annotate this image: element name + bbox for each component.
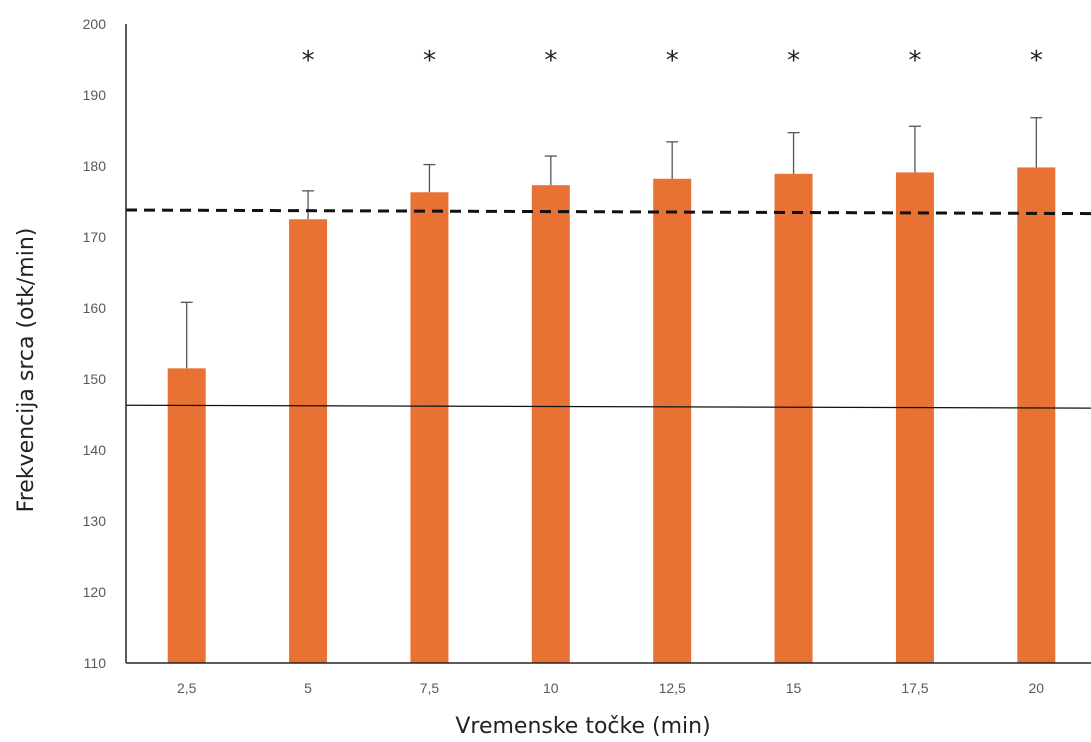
x-tick-label: 15 [786,680,802,696]
significance-marker: * [423,46,436,76]
solid-reference-line [126,405,1091,408]
y-tick-label: 110 [84,655,107,671]
y-tick-label: 160 [83,300,107,316]
x-tick-label: 20 [1029,680,1045,696]
significance-marker: * [666,46,679,76]
significance-marker: * [787,46,800,76]
y-tick-label: 190 [83,87,107,103]
bar [775,174,813,663]
reference-lines-layer [126,210,1091,408]
bar [532,185,570,663]
bar [410,192,448,663]
x-tick-label: 17,5 [901,680,928,696]
bar [896,172,934,663]
y-tick-label: 130 [83,513,107,529]
x-tick-label: 10 [543,680,559,696]
y-tick-label: 140 [83,442,107,458]
significance-marker: * [908,46,921,76]
x-tick-labels: 2,5 5 7,5 10 12,5 15 17,5 20 [177,680,1044,696]
bars-layer [168,167,1056,663]
y-tick-label: 120 [83,584,107,600]
x-axis-title: Vremenske točke (min) [455,714,710,739]
significance-marker: * [1030,46,1043,76]
x-tick-label: 7,5 [420,680,440,696]
axes-layer [126,24,1091,663]
x-tick-label: 2,5 [177,680,197,696]
y-tick-label: 200 [83,16,107,32]
significance-marker: * [544,46,557,76]
x-tick-label: 12,5 [659,680,686,696]
dashed-reference-line [126,210,1091,214]
y-tick-label: 180 [83,158,107,174]
bar [168,368,206,663]
x-tick-label: 5 [304,680,312,696]
y-tick-label: 150 [83,371,107,387]
bar [653,179,691,663]
y-tick-label: 170 [83,229,107,245]
bar [1017,167,1055,663]
significance-markers-layer: * * * * * * * [302,46,1043,76]
bar [289,219,327,663]
significance-marker: * [302,46,315,76]
y-axis-title: Frekvencija srca (otk/min) [14,228,39,513]
y-tick-labels: 110 120 130 140 150 160 170 180 190 200 [83,16,107,671]
